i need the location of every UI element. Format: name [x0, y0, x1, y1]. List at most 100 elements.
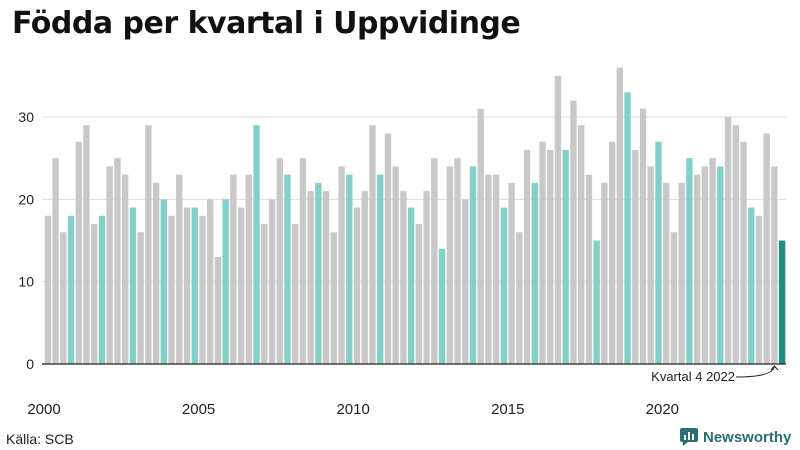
- bar: [655, 141, 662, 364]
- bar: [377, 174, 384, 364]
- bar: [771, 166, 778, 364]
- bar: [531, 182, 538, 364]
- bar: [585, 174, 593, 364]
- bar: [732, 125, 739, 364]
- bar: [400, 191, 407, 364]
- bar: [454, 158, 461, 364]
- bar: [446, 166, 453, 364]
- bar: [717, 166, 724, 364]
- bar: [578, 125, 585, 364]
- chart-title: Födda per kvartal i Uppvidinge: [12, 6, 521, 41]
- newsworthy-logo-icon: [680, 428, 698, 446]
- bar: [214, 256, 222, 364]
- bar: [469, 166, 477, 364]
- x-tick-label: 2000: [27, 401, 60, 418]
- bar: [562, 149, 569, 364]
- bar: [261, 224, 268, 364]
- bar: [462, 199, 469, 364]
- bar: [701, 166, 709, 364]
- bar: [52, 158, 59, 364]
- bar: [44, 215, 52, 364]
- y-tick-label: 20: [18, 191, 34, 207]
- bar: [678, 182, 685, 364]
- bar: [330, 232, 338, 364]
- bar: [199, 215, 206, 364]
- bar: [129, 207, 137, 364]
- bar: [67, 215, 75, 364]
- bar: [670, 232, 678, 364]
- bar: [438, 248, 446, 364]
- bar: [83, 125, 90, 364]
- bar: [709, 158, 716, 364]
- bar: [485, 174, 492, 364]
- bar: [307, 191, 314, 364]
- bar: [647, 166, 654, 364]
- bar: [663, 182, 670, 364]
- bar: [624, 92, 631, 365]
- bar: [369, 125, 376, 364]
- bar: [322, 191, 330, 364]
- bar: [724, 117, 732, 364]
- bar: [492, 174, 500, 364]
- bar: [431, 158, 438, 364]
- bar: [601, 182, 608, 364]
- bar: [98, 215, 106, 364]
- bar: [593, 240, 600, 364]
- bar: [222, 199, 229, 364]
- bar: [423, 191, 430, 364]
- bar: [523, 149, 531, 364]
- bar: [693, 174, 701, 364]
- bar: [183, 207, 191, 364]
- bar: [253, 125, 260, 364]
- brand-name: Newsworthy: [703, 428, 792, 446]
- bar: [686, 158, 693, 364]
- bar: [276, 158, 283, 364]
- bar: [547, 149, 554, 364]
- bar: [778, 240, 786, 364]
- bar: [292, 224, 299, 364]
- y-tick-label: 30: [18, 109, 34, 125]
- bar: [284, 174, 291, 364]
- x-tick-label: 2015: [491, 401, 524, 418]
- bar: [152, 182, 160, 364]
- bar: [75, 141, 82, 364]
- bar: [539, 141, 546, 364]
- bar: [299, 158, 307, 364]
- bar: [415, 224, 423, 364]
- bar: [392, 166, 399, 364]
- bar: [748, 207, 755, 364]
- bar: [237, 207, 245, 364]
- bar: [477, 108, 484, 365]
- y-tick-label: 10: [18, 274, 34, 290]
- annotation-arrow: [735, 365, 775, 378]
- annotation-label: Kvartal 4 2022: [651, 369, 735, 384]
- bar: [106, 166, 113, 364]
- bar: [160, 199, 167, 364]
- bar: [91, 224, 98, 364]
- bar: [315, 182, 322, 364]
- bar: [755, 215, 763, 364]
- bar: [608, 141, 616, 364]
- bar: [616, 67, 623, 364]
- bar: [570, 100, 577, 365]
- bar: [361, 191, 368, 364]
- bar: [268, 199, 276, 364]
- x-tick-label: 2005: [182, 401, 215, 418]
- bar: [508, 182, 515, 364]
- bar: [384, 133, 392, 364]
- annotation-arrowhead: [770, 365, 779, 371]
- bar: [207, 199, 214, 364]
- bar: [516, 232, 523, 364]
- bar: [639, 108, 647, 365]
- bar: [176, 174, 183, 364]
- x-tick-label: 2010: [336, 401, 369, 418]
- bar: [353, 207, 361, 364]
- bar: [230, 174, 237, 364]
- bar: [121, 174, 129, 364]
- bar: [632, 149, 639, 364]
- y-tick-label: 0: [26, 356, 34, 372]
- bar: [137, 232, 144, 364]
- bar: [245, 174, 252, 364]
- brand-logo: Newsworthy: [680, 428, 791, 446]
- bar: [191, 207, 198, 364]
